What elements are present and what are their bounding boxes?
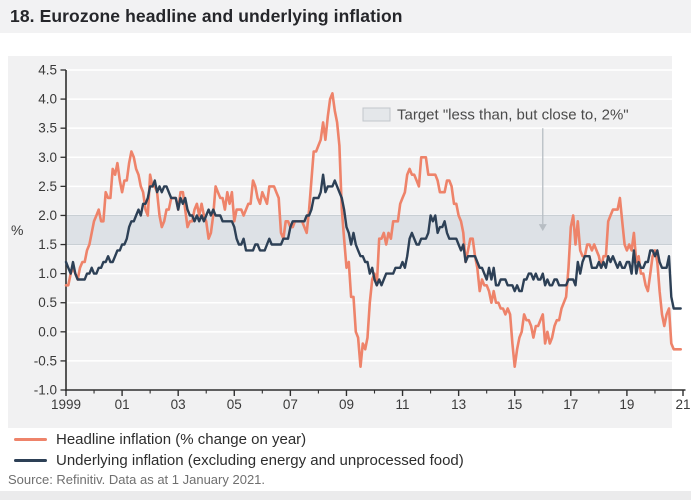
y-tick-label: 2.5 xyxy=(38,179,57,194)
x-tick-label: 03 xyxy=(171,397,186,412)
y-tick-label: 1.5 xyxy=(38,237,57,252)
title-bar: 18. Eurozone headline and underlying inf… xyxy=(0,0,691,33)
x-tick-label: 13 xyxy=(451,397,466,412)
x-tick-label: 21 xyxy=(675,397,690,412)
chart-legend: Headline inflation (% change on year) Un… xyxy=(14,429,464,471)
y-tick-label: -1.0 xyxy=(34,383,57,398)
page-title: 18. Eurozone headline and underlying inf… xyxy=(10,6,403,26)
y-tick-label: 0.0 xyxy=(38,324,57,339)
y-tick-label: 0.5 xyxy=(38,295,57,310)
y-tick-label: 4.5 xyxy=(38,63,57,78)
x-tick-label: 01 xyxy=(115,397,130,412)
x-tick-label: 11 xyxy=(396,397,410,412)
source-note: Source: Refinitiv. Data as at 1 January … xyxy=(8,472,266,487)
y-tick-label: 3.0 xyxy=(38,150,57,165)
legend-label-underlying: Underlying inflation (excluding energy a… xyxy=(56,452,464,469)
y-tick-label: 1.0 xyxy=(38,266,57,281)
underlying-inflation-line xyxy=(64,173,682,310)
annotation-band-swatch xyxy=(362,107,391,122)
underlying-line-swatch xyxy=(14,458,47,463)
bottom-divider xyxy=(0,491,691,500)
target-band xyxy=(66,215,672,245)
inflation-line-chart: Target "less than, but close to, 2%" 4.5 4… xyxy=(8,56,691,428)
y-tick-label: 4.0 xyxy=(38,92,57,107)
y-tick-label: -0.5 xyxy=(34,353,57,368)
legend-item-underlying: Underlying inflation (excluding energy a… xyxy=(14,450,464,471)
y-tick-label: 2.0 xyxy=(38,208,57,223)
annotation-arrowhead xyxy=(538,224,547,232)
y-axis-title: % xyxy=(11,222,23,238)
legend-label-headline: Headline inflation (% change on year) xyxy=(56,431,307,448)
x-tick-label: 05 xyxy=(227,397,242,412)
legend-item-headline: Headline inflation (% change on year) xyxy=(14,429,464,450)
headline-line-swatch xyxy=(14,437,47,442)
y-tick-label: 3.5 xyxy=(38,121,57,136)
x-tick-label: 17 xyxy=(563,397,578,412)
x-tick-label: 19 xyxy=(619,397,634,412)
x-tick-label: 1999 xyxy=(51,397,81,412)
x-tick-label: 09 xyxy=(339,397,354,412)
target-annotation-label: Target "less than, but close to, 2%" xyxy=(397,107,629,124)
x-tick-label: 15 xyxy=(507,397,522,412)
x-tick-label: 07 xyxy=(283,397,298,412)
